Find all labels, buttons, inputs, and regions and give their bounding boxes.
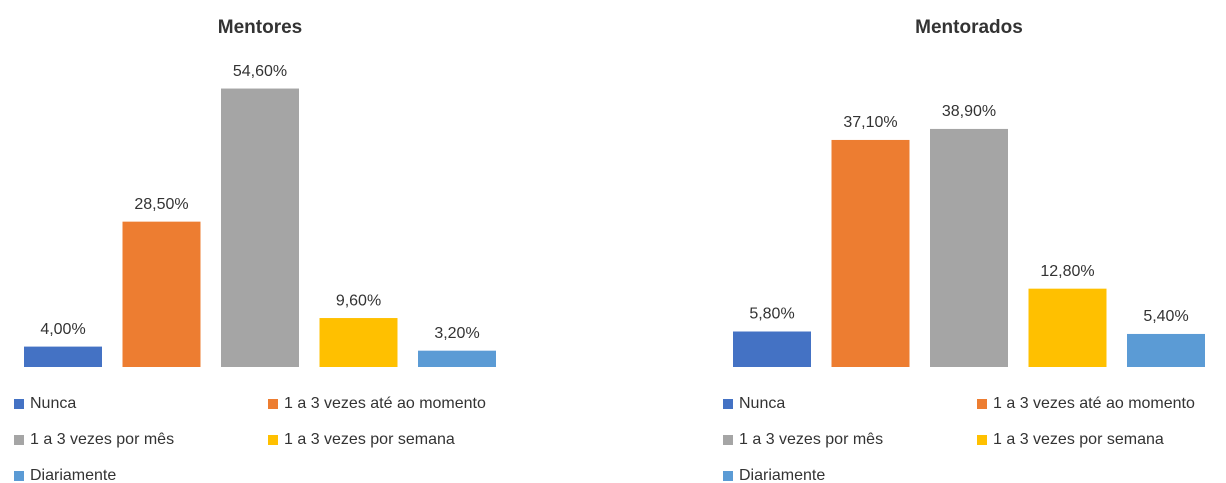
bar xyxy=(733,331,811,367)
value-label: 5,80% xyxy=(749,306,794,323)
value-label: 5,40% xyxy=(1143,308,1188,325)
bar xyxy=(122,221,201,367)
legend-label: 1 a 3 vezes por mês xyxy=(739,431,883,448)
value-label: 9,60% xyxy=(336,292,381,309)
legend-swatch xyxy=(14,435,24,445)
legend-label: 1 a 3 vezes por mês xyxy=(30,431,174,448)
value-label: 37,10% xyxy=(843,114,897,131)
legend-label: 1 a 3 vezes por semana xyxy=(284,431,455,448)
legend-swatch xyxy=(723,435,733,445)
legend-label: Nunca xyxy=(739,395,785,412)
value-label: 12,80% xyxy=(1040,263,1094,280)
legend-label: Nunca xyxy=(30,395,76,412)
legend-label: 1 a 3 vezes até ao momento xyxy=(993,395,1195,412)
legend-label: Diariamente xyxy=(30,467,116,483)
value-label: 28,50% xyxy=(134,196,188,213)
value-label: 3,20% xyxy=(434,325,479,342)
chart-title: Mentores xyxy=(218,17,302,38)
bar xyxy=(24,346,102,367)
legend-swatch xyxy=(268,399,278,409)
legend-label: 1 a 3 vezes até ao momento xyxy=(284,395,486,412)
bar xyxy=(930,128,1008,367)
bar xyxy=(418,350,496,367)
value-label: 38,90% xyxy=(942,103,996,120)
bar xyxy=(1127,333,1205,367)
value-label: 54,60% xyxy=(233,63,287,80)
legend-swatch xyxy=(268,435,278,445)
legend-swatch xyxy=(723,471,733,481)
legend-swatch xyxy=(14,471,24,481)
value-label: 4,00% xyxy=(40,321,85,338)
legend-swatch xyxy=(977,399,987,409)
bar xyxy=(1028,288,1107,367)
legend-swatch xyxy=(723,399,733,409)
bar xyxy=(221,88,299,367)
bar xyxy=(319,318,398,367)
legend-label: Diariamente xyxy=(739,467,825,483)
bar xyxy=(831,139,910,367)
legend-swatch xyxy=(14,399,24,409)
legend-swatch xyxy=(977,435,987,445)
chart-title: Mentorados xyxy=(915,17,1023,38)
legend-label: 1 a 3 vezes por semana xyxy=(993,431,1164,448)
